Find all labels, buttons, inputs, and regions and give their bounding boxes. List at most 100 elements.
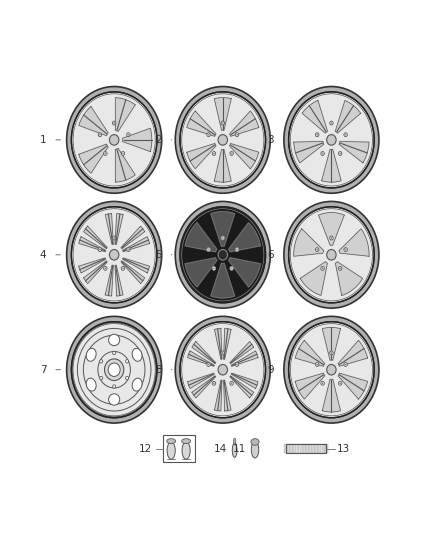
Bar	[306, 444, 309, 453]
Ellipse shape	[110, 135, 119, 145]
Bar	[315, 444, 318, 453]
Ellipse shape	[230, 382, 233, 385]
Polygon shape	[339, 141, 369, 163]
Ellipse shape	[127, 133, 130, 136]
Polygon shape	[79, 144, 108, 173]
Ellipse shape	[122, 152, 124, 155]
Ellipse shape	[289, 322, 374, 418]
Polygon shape	[79, 237, 106, 252]
Ellipse shape	[222, 122, 224, 124]
Ellipse shape	[331, 352, 332, 354]
Ellipse shape	[207, 248, 210, 252]
Ellipse shape	[327, 135, 336, 145]
Polygon shape	[338, 341, 367, 366]
Text: 9: 9	[267, 365, 274, 375]
Polygon shape	[223, 380, 231, 411]
Text: 6: 6	[267, 250, 274, 260]
Ellipse shape	[213, 268, 215, 269]
Polygon shape	[123, 237, 149, 252]
Ellipse shape	[109, 334, 120, 345]
Polygon shape	[295, 373, 325, 399]
Ellipse shape	[99, 134, 101, 136]
Ellipse shape	[218, 135, 227, 145]
Ellipse shape	[100, 376, 102, 380]
Ellipse shape	[330, 121, 333, 125]
Ellipse shape	[121, 151, 125, 156]
Ellipse shape	[180, 92, 265, 188]
Ellipse shape	[127, 134, 129, 136]
Polygon shape	[318, 213, 344, 245]
Ellipse shape	[213, 382, 215, 384]
Ellipse shape	[207, 133, 210, 136]
Bar	[318, 444, 321, 453]
Polygon shape	[322, 327, 340, 360]
Bar	[284, 444, 287, 453]
Bar	[297, 444, 300, 453]
Polygon shape	[214, 98, 231, 131]
Ellipse shape	[344, 362, 347, 367]
Bar	[321, 444, 325, 453]
Polygon shape	[294, 141, 324, 163]
Bar	[312, 444, 315, 453]
Ellipse shape	[321, 382, 324, 385]
Polygon shape	[229, 258, 261, 287]
Ellipse shape	[284, 317, 379, 423]
Ellipse shape	[208, 249, 209, 251]
Ellipse shape	[327, 365, 336, 375]
Ellipse shape	[231, 382, 233, 384]
Polygon shape	[115, 148, 135, 182]
Ellipse shape	[339, 382, 342, 385]
Ellipse shape	[98, 248, 102, 252]
Ellipse shape	[345, 249, 346, 251]
Ellipse shape	[182, 439, 191, 443]
Ellipse shape	[109, 394, 120, 405]
Ellipse shape	[208, 364, 209, 366]
Ellipse shape	[251, 439, 259, 445]
Ellipse shape	[339, 266, 342, 270]
Ellipse shape	[218, 249, 227, 260]
Ellipse shape	[86, 378, 96, 391]
Ellipse shape	[71, 322, 157, 418]
Polygon shape	[300, 262, 327, 295]
Ellipse shape	[230, 266, 233, 270]
Ellipse shape	[345, 134, 346, 136]
Ellipse shape	[339, 151, 342, 156]
Ellipse shape	[289, 92, 374, 188]
Ellipse shape	[235, 362, 239, 367]
Text: 13: 13	[336, 443, 350, 454]
Text: 7: 7	[39, 365, 46, 375]
Polygon shape	[185, 223, 217, 252]
Polygon shape	[229, 223, 261, 252]
Ellipse shape	[105, 152, 106, 155]
Text: 12: 12	[139, 443, 152, 454]
Polygon shape	[230, 111, 259, 136]
Ellipse shape	[180, 322, 265, 418]
Ellipse shape	[122, 268, 124, 269]
Polygon shape	[335, 100, 360, 133]
Ellipse shape	[98, 133, 102, 136]
Polygon shape	[215, 328, 222, 359]
Polygon shape	[79, 258, 106, 273]
Ellipse shape	[127, 249, 129, 251]
Ellipse shape	[322, 268, 323, 269]
Polygon shape	[115, 98, 135, 132]
Polygon shape	[187, 351, 214, 366]
Ellipse shape	[113, 121, 116, 125]
Text: 3: 3	[267, 135, 274, 145]
Ellipse shape	[100, 360, 102, 363]
Ellipse shape	[316, 134, 318, 136]
Polygon shape	[211, 212, 235, 246]
Polygon shape	[302, 100, 328, 133]
Ellipse shape	[113, 351, 116, 354]
Ellipse shape	[327, 249, 336, 260]
Bar	[287, 444, 290, 453]
Ellipse shape	[315, 133, 319, 136]
Ellipse shape	[221, 351, 225, 355]
Ellipse shape	[113, 237, 115, 239]
Polygon shape	[115, 265, 123, 296]
Ellipse shape	[208, 134, 209, 136]
Polygon shape	[230, 342, 254, 364]
Polygon shape	[187, 373, 214, 389]
Ellipse shape	[132, 378, 142, 391]
Ellipse shape	[331, 122, 332, 124]
